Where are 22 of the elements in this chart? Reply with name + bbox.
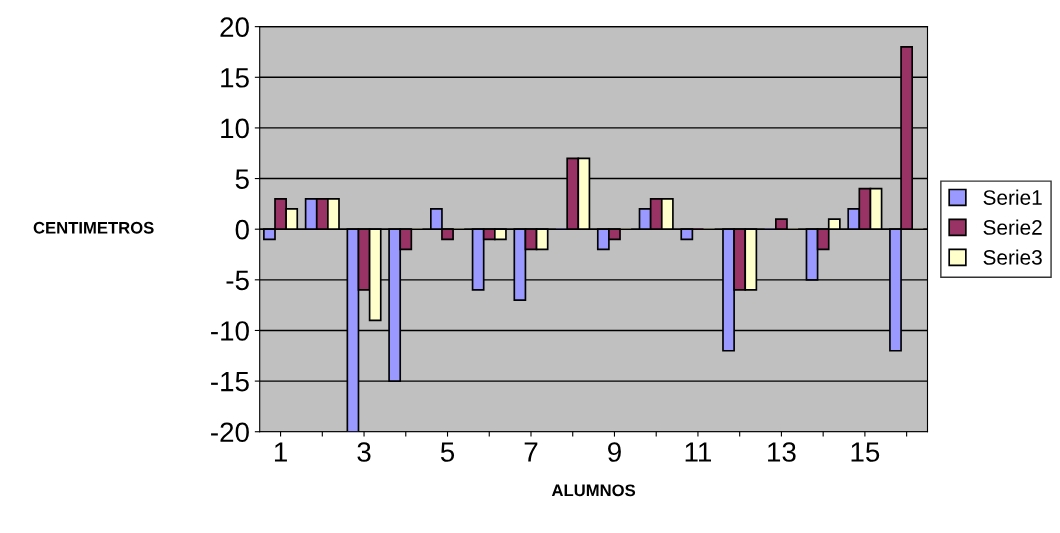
legend-label: Serie1 bbox=[983, 189, 1042, 205]
x-tick-label: 13 bbox=[768, 442, 796, 462]
y-tick-label: -15 bbox=[211, 372, 249, 392]
y-tick-label: 15 bbox=[221, 68, 249, 88]
y-tick-label: -10 bbox=[211, 321, 249, 341]
x-tick-label: 3 bbox=[357, 442, 371, 462]
x-tick-label: 15 bbox=[851, 442, 880, 462]
y-tick-label: -5 bbox=[226, 270, 249, 291]
legend-label: Serie2 bbox=[983, 219, 1042, 235]
y-tick-label: 20 bbox=[220, 17, 249, 37]
legend-label: Serie3 bbox=[983, 249, 1042, 265]
y-tick-label: 10 bbox=[221, 118, 249, 139]
x-tick-label: 1 bbox=[274, 442, 287, 462]
y-tick-label: 0 bbox=[235, 219, 249, 240]
x-tick-label: 5 bbox=[440, 442, 455, 462]
x-tick-label: 9 bbox=[608, 442, 621, 462]
y-tick-label: -20 bbox=[211, 422, 249, 443]
y-axis-title: CENTIMETROS bbox=[33, 221, 154, 234]
x-axis-title: ALUMNOS bbox=[551, 484, 636, 497]
y-tick-label: 5 bbox=[235, 169, 249, 189]
x-tick-label: 11 bbox=[685, 442, 712, 462]
x-tick-label: 7 bbox=[524, 442, 538, 462]
